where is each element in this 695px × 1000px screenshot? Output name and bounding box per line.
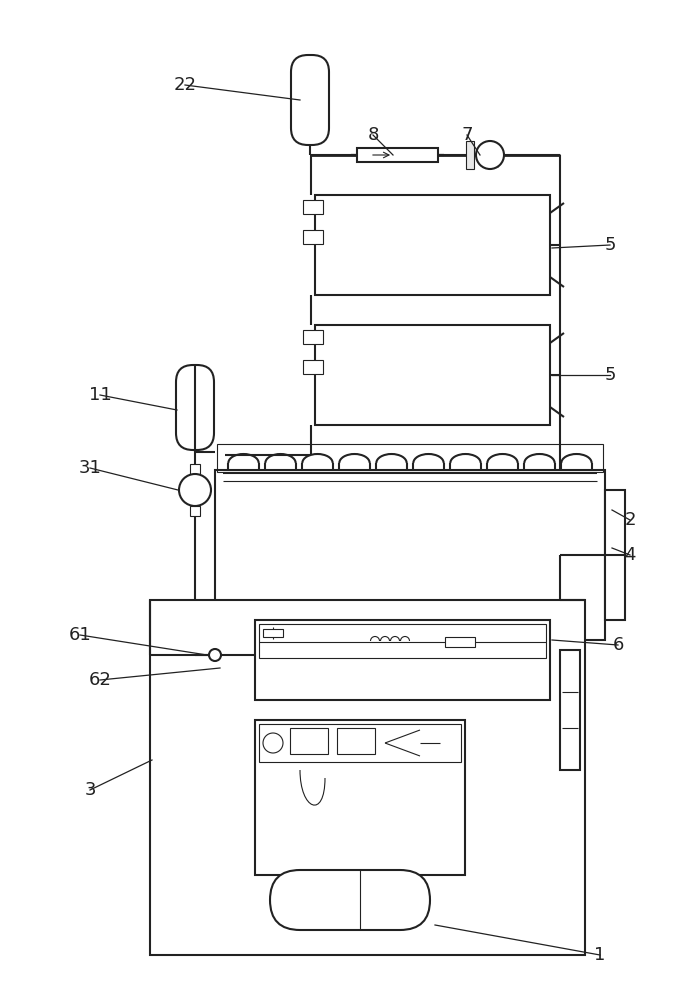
Text: 6: 6 <box>612 636 623 654</box>
Bar <box>303 360 323 374</box>
Bar <box>255 720 465 875</box>
Text: 2: 2 <box>624 511 636 529</box>
Bar <box>190 464 200 474</box>
Text: 22: 22 <box>174 76 197 94</box>
Text: 5: 5 <box>604 366 616 384</box>
Bar <box>445 637 475 647</box>
Bar <box>217 444 603 472</box>
Bar <box>303 230 323 244</box>
Bar <box>259 724 461 762</box>
Bar <box>315 195 550 295</box>
Bar <box>560 650 580 770</box>
Circle shape <box>263 733 283 753</box>
Circle shape <box>209 649 221 661</box>
Text: 31: 31 <box>79 459 101 477</box>
Text: 8: 8 <box>368 126 379 144</box>
Text: 5: 5 <box>604 236 616 254</box>
FancyBboxPatch shape <box>291 55 329 145</box>
Bar <box>466 141 474 169</box>
Bar <box>263 629 283 637</box>
Text: 7: 7 <box>461 126 473 144</box>
Circle shape <box>179 474 211 506</box>
Bar <box>357 148 438 162</box>
Bar <box>337 728 375 754</box>
Bar <box>215 470 605 640</box>
Text: 62: 62 <box>88 671 111 689</box>
FancyBboxPatch shape <box>270 870 430 930</box>
Bar <box>605 490 625 620</box>
FancyBboxPatch shape <box>176 365 214 450</box>
Text: 61: 61 <box>69 626 91 644</box>
Bar <box>290 728 328 754</box>
Bar <box>190 506 200 516</box>
Bar <box>150 600 585 955</box>
Text: 11: 11 <box>89 386 111 404</box>
Bar <box>255 620 550 700</box>
Text: 3: 3 <box>84 781 96 799</box>
Bar <box>303 330 323 344</box>
Bar <box>303 200 323 214</box>
Bar <box>259 624 546 658</box>
Circle shape <box>476 141 504 169</box>
Text: 1: 1 <box>594 946 605 964</box>
Text: 4: 4 <box>624 546 636 564</box>
Bar <box>315 325 550 425</box>
